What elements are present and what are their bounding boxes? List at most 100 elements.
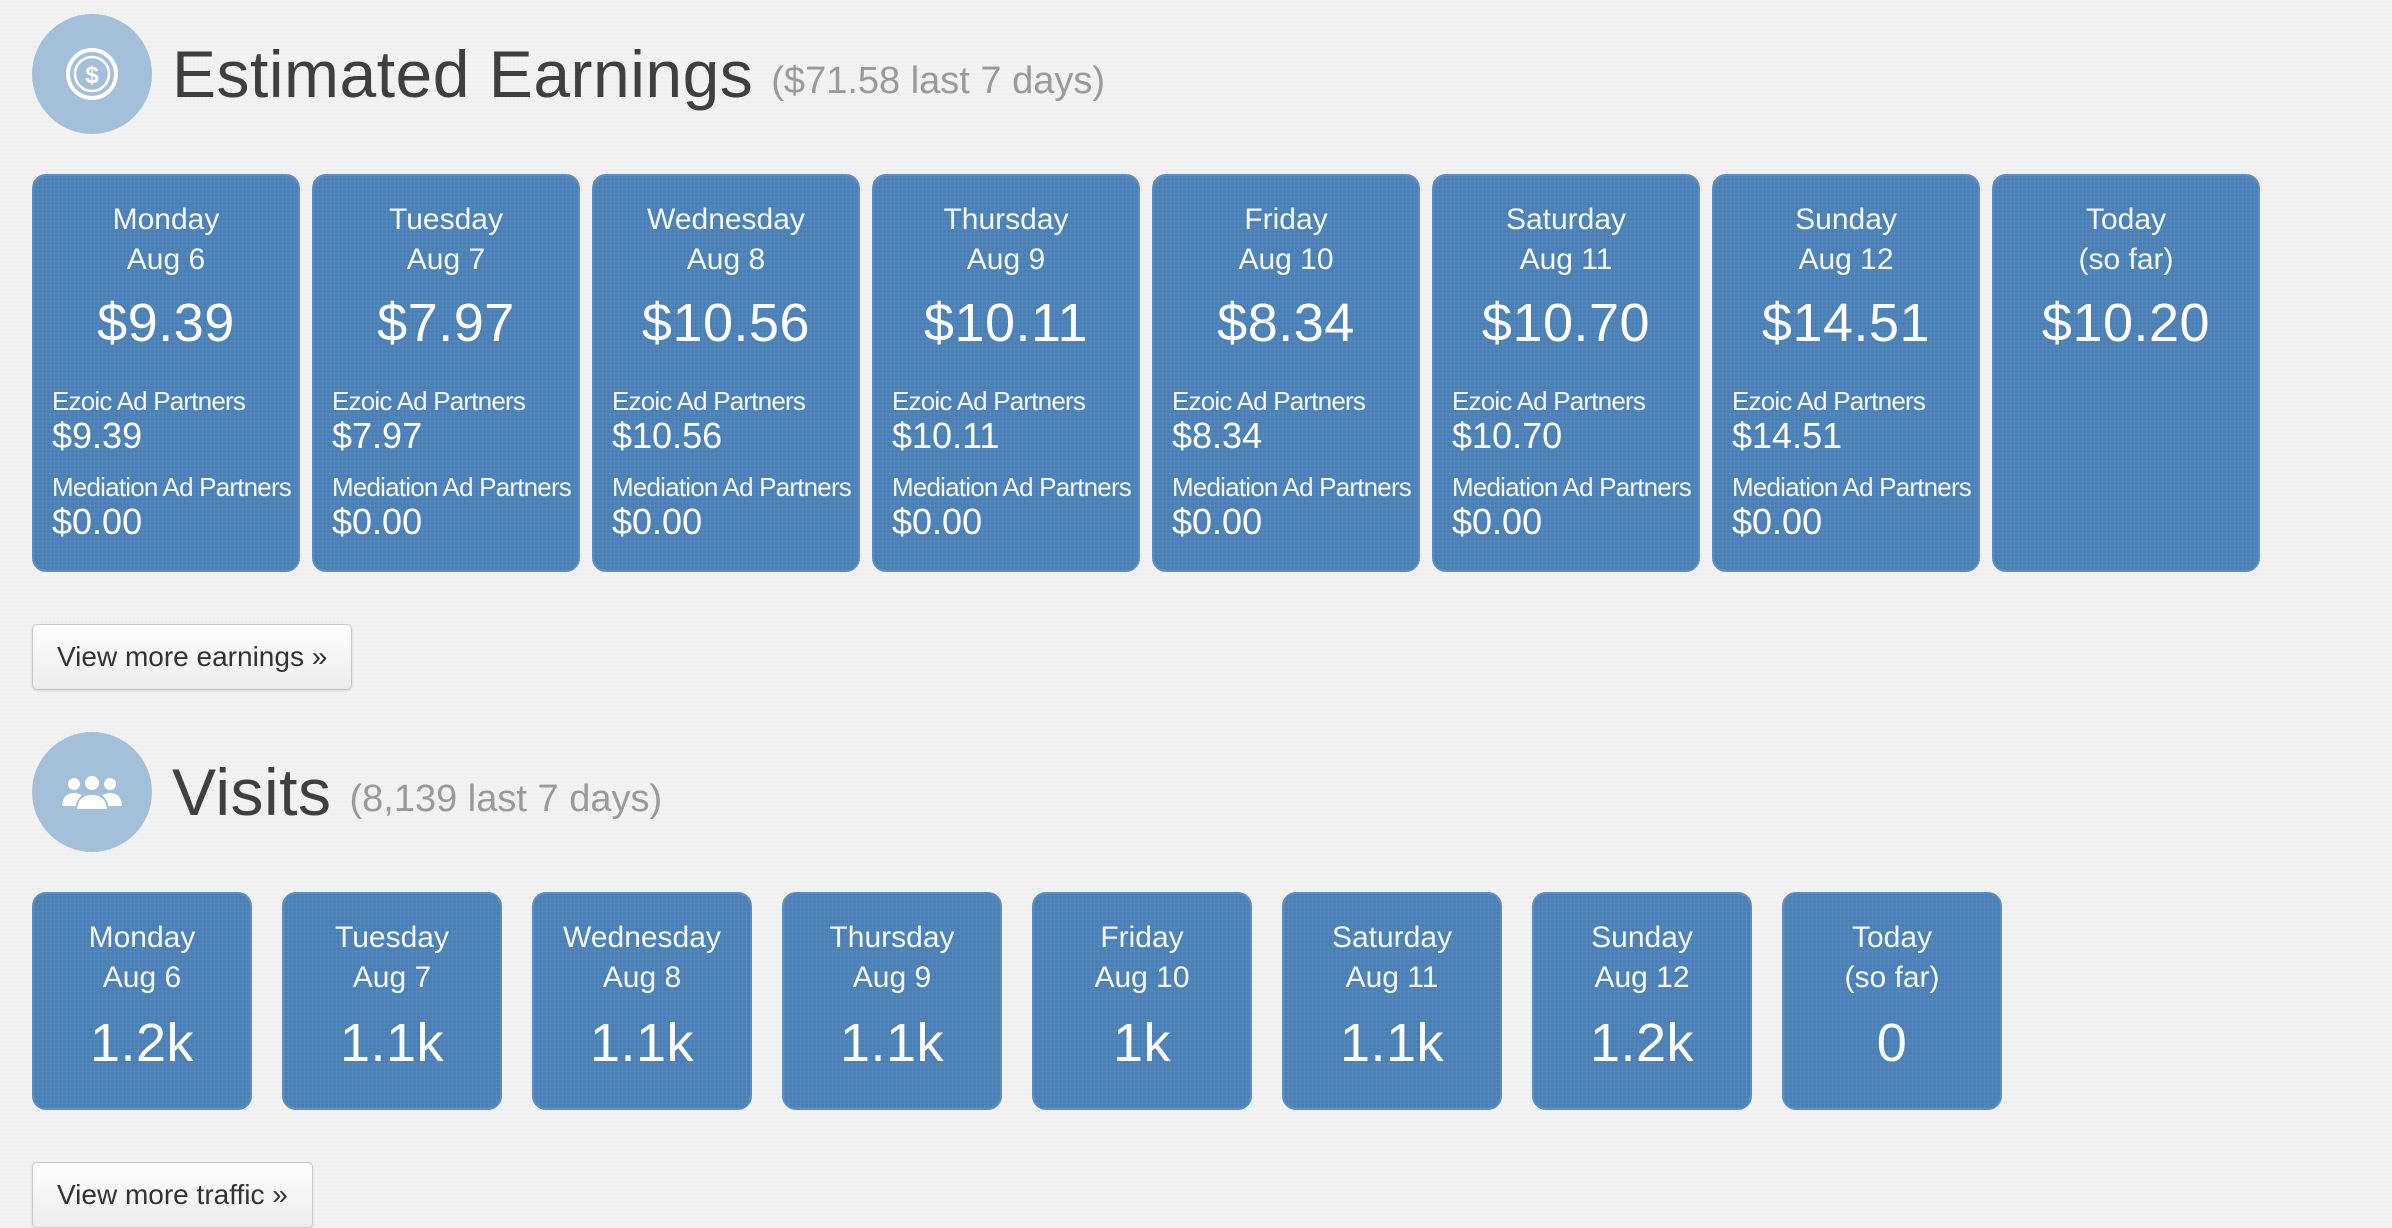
- ezoic-partners: Ezoic Ad Partners $8.34: [1172, 386, 1410, 456]
- partner-label: Ezoic Ad Partners: [1172, 386, 1366, 416]
- card-date: Aug 6: [126, 243, 206, 276]
- earnings-card-today: Today (so far) $10.20: [1992, 174, 2260, 572]
- partner-value: $0.00: [612, 501, 703, 542]
- partner-label: Ezoic Ad Partners: [1732, 386, 1926, 416]
- visits-card-today: Today (so far) 0: [1782, 892, 2002, 1110]
- partner-value: $14.51: [1732, 415, 1843, 456]
- earnings-card: Saturday Aug 11 $10.70 Ezoic Ad Partners…: [1432, 174, 1700, 572]
- visits-cards: Monday Aug 6 1.2k Tuesday Aug 7 1.1k Wed…: [32, 892, 2032, 1110]
- partner-label: Mediation Ad Partners: [1172, 472, 1412, 502]
- partner-value: $0.00: [52, 501, 143, 542]
- card-day: Monday: [112, 203, 220, 236]
- card-date: Aug 8: [686, 243, 766, 276]
- earnings-card: Friday Aug 10 $8.34 Ezoic Ad Partners $8…: [1152, 174, 1420, 572]
- card-count: 1.2k: [89, 1013, 195, 1073]
- partner-value: $0.00: [1732, 501, 1823, 542]
- card-day: Today: [1851, 921, 1933, 954]
- card-day: Saturday: [1505, 203, 1627, 236]
- card-date: Aug 10: [1238, 243, 1334, 276]
- earnings-cards: Monday Aug 6 $9.39 Ezoic Ad Partners $9.…: [32, 174, 2272, 572]
- card-date: (so far): [2078, 243, 2174, 276]
- card-date: Aug 10: [1094, 961, 1190, 994]
- ezoic-partners: Ezoic Ad Partners $7.97: [332, 386, 570, 456]
- card-day: Thursday: [943, 203, 1069, 236]
- visits-card: Tuesday Aug 7 1.1k: [282, 892, 502, 1110]
- partner-value: $10.11: [892, 415, 1000, 456]
- ezoic-partners: Ezoic Ad Partners $9.39: [52, 386, 290, 456]
- earnings-total: ($71.58 last 7 days): [771, 59, 1106, 102]
- earnings-card: Thursday Aug 9 $10.11 Ezoic Ad Partners …: [872, 174, 1140, 572]
- partner-label: Mediation Ad Partners: [332, 472, 572, 502]
- card-amount: $9.39: [97, 293, 235, 353]
- mediation-partners: Mediation Ad Partners $0.00: [612, 472, 852, 542]
- card-day: Thursday: [829, 921, 955, 954]
- card-day: Wednesday: [647, 203, 805, 236]
- svg-text:$: $: [85, 62, 99, 89]
- card-day: Sunday: [1795, 203, 1897, 236]
- visits-title: Visits: [172, 755, 332, 829]
- card-amount: $10.11: [923, 293, 1089, 353]
- card-date: Aug 6: [102, 961, 182, 994]
- card-amount: $10.70: [1481, 293, 1651, 353]
- partner-label: Ezoic Ad Partners: [892, 386, 1086, 416]
- card-count: 0: [1876, 1013, 1908, 1073]
- view-more-traffic-button[interactable]: View more traffic »: [32, 1162, 313, 1228]
- card-date: Aug 7: [406, 243, 486, 276]
- partner-label: Ezoic Ad Partners: [612, 386, 806, 416]
- partner-label: Mediation Ad Partners: [52, 472, 292, 502]
- visits-card: Saturday Aug 11 1.1k: [1282, 892, 1502, 1110]
- card-count: 1.1k: [1339, 1013, 1445, 1073]
- earnings-title: Estimated Earnings: [172, 37, 754, 111]
- card-date: Aug 12: [1798, 243, 1894, 276]
- card-date: Aug 9: [966, 243, 1046, 276]
- card-count: 1.1k: [339, 1013, 445, 1073]
- visits-card: Sunday Aug 12 1.2k: [1532, 892, 1752, 1110]
- card-day: Monday: [88, 921, 196, 954]
- visits-card: Monday Aug 6 1.2k: [32, 892, 252, 1110]
- card-amount: $7.97: [377, 293, 515, 353]
- visits-card: Thursday Aug 9 1.1k: [782, 892, 1002, 1110]
- mediation-partners: Mediation Ad Partners $0.00: [1732, 472, 1972, 542]
- visits-card: Wednesday Aug 8 1.1k: [532, 892, 752, 1110]
- card-day: Wednesday: [563, 921, 721, 954]
- partner-label: Mediation Ad Partners: [1452, 472, 1692, 502]
- visits-total: (8,139 last 7 days): [349, 777, 663, 820]
- partner-label: Ezoic Ad Partners: [52, 386, 246, 416]
- earnings-card: Sunday Aug 12 $14.51 Ezoic Ad Partners $…: [1712, 174, 1980, 572]
- card-amount: $10.20: [2041, 293, 2211, 353]
- card-date: Aug 12: [1594, 961, 1690, 994]
- card-day: Tuesday: [335, 921, 449, 954]
- card-day: Sunday: [1591, 921, 1693, 954]
- mediation-partners: Mediation Ad Partners $0.00: [1172, 472, 1412, 542]
- card-date: Aug 11: [1519, 243, 1613, 276]
- ezoic-partners: Ezoic Ad Partners $10.11: [892, 386, 1130, 456]
- card-date: Aug 9: [852, 961, 932, 994]
- visits-header: Visits (8,139 last 7 days): [32, 732, 662, 852]
- partner-label: Mediation Ad Partners: [612, 472, 852, 502]
- card-amount: $10.56: [641, 293, 811, 353]
- card-count: 1.1k: [839, 1013, 945, 1073]
- partner-label: Mediation Ad Partners: [1732, 472, 1972, 502]
- earnings-header: $ Estimated Earnings ($71.58 last 7 days…: [32, 14, 1105, 134]
- dollar-coin-icon: $: [32, 14, 152, 134]
- card-date: Aug 11: [1345, 961, 1439, 994]
- partner-label: Ezoic Ad Partners: [1452, 386, 1646, 416]
- mediation-partners: Mediation Ad Partners $0.00: [332, 472, 572, 542]
- earnings-card: Tuesday Aug 7 $7.97 Ezoic Ad Partners $7…: [312, 174, 580, 572]
- card-day: Tuesday: [389, 203, 503, 236]
- card-day: Friday: [1244, 203, 1328, 236]
- ezoic-partners: Ezoic Ad Partners $14.51: [1732, 386, 1970, 456]
- card-day: Friday: [1100, 921, 1184, 954]
- partner-value: $10.70: [1452, 415, 1563, 456]
- card-date: (so far): [1844, 961, 1940, 994]
- users-group-icon: [32, 732, 152, 852]
- card-count: 1.2k: [1589, 1013, 1695, 1073]
- view-more-earnings-button[interactable]: View more earnings »: [32, 624, 353, 690]
- card-day: Saturday: [1331, 921, 1453, 954]
- partner-value: $10.56: [612, 415, 723, 456]
- partner-label: Ezoic Ad Partners: [332, 386, 526, 416]
- visits-card: Friday Aug 10 1k: [1032, 892, 1252, 1110]
- mediation-partners: Mediation Ad Partners $0.00: [1452, 472, 1692, 542]
- partner-value: $0.00: [1172, 501, 1263, 542]
- partner-value: $9.39: [52, 415, 143, 456]
